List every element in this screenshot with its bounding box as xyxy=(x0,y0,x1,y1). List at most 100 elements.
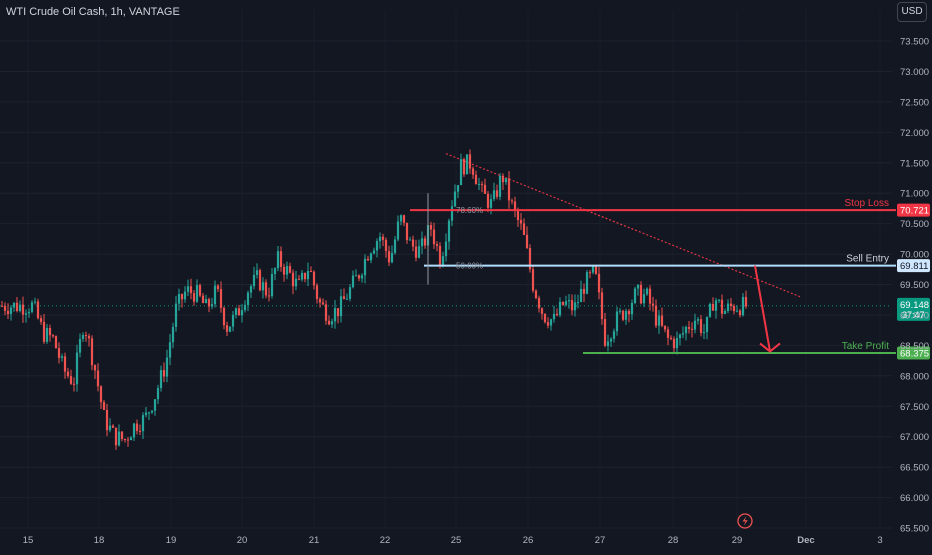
fib-label: 78.60% xyxy=(456,206,483,215)
candle-body xyxy=(684,327,688,334)
time-axis[interactable]: 15 18 19 20 21 22 25 26 27 28 29 Dec 3 xyxy=(23,535,883,546)
candle-body xyxy=(585,272,589,294)
candle-body xyxy=(189,286,193,294)
candle-body xyxy=(288,266,292,273)
candle-body xyxy=(276,251,280,269)
candle-body xyxy=(546,322,550,326)
level-price: 68.375 xyxy=(900,348,929,359)
candle-body xyxy=(294,278,298,287)
candle-body xyxy=(330,321,334,325)
candle-body xyxy=(78,338,82,353)
candle-body xyxy=(153,399,157,411)
candle-body xyxy=(249,286,253,293)
price-axis[interactable]: 73.500 73.000 72.500 72.000 71.500 71.000 70.5… xyxy=(900,37,929,535)
price-tick: 69.500 xyxy=(900,280,929,291)
lightning-icon[interactable] xyxy=(737,513,753,529)
currency-button[interactable]: USD xyxy=(897,2,927,22)
candle-body xyxy=(735,310,739,312)
candle-body xyxy=(204,299,208,304)
candle-body xyxy=(174,303,178,327)
level-label: Sell Entry xyxy=(846,254,889,265)
candle-body xyxy=(438,245,442,266)
candle-body xyxy=(69,376,73,384)
candle-body xyxy=(618,310,622,312)
candle-body xyxy=(402,215,406,223)
candle-body xyxy=(375,241,379,251)
price-tick: 70.000 xyxy=(900,250,929,261)
candle-body xyxy=(270,274,274,297)
candle-body xyxy=(645,288,649,295)
candle-body xyxy=(552,313,556,320)
candle-body xyxy=(369,253,373,261)
candle-body xyxy=(207,299,211,307)
candle-body xyxy=(150,410,154,413)
last-price-value: 69.148 xyxy=(900,300,929,311)
candle-body xyxy=(663,325,667,330)
time-tick: 3 xyxy=(877,535,882,546)
candle-body xyxy=(321,302,325,305)
candle-body xyxy=(201,295,205,304)
candle-body xyxy=(261,282,265,291)
level-label: Take Profit xyxy=(842,341,889,352)
candle-body xyxy=(237,308,241,316)
candle-body xyxy=(39,318,43,322)
candle-body xyxy=(600,292,604,320)
candle-body xyxy=(579,288,583,303)
level-price: 70.721 xyxy=(900,206,929,217)
time-tick: Dec xyxy=(797,535,814,546)
candle-body xyxy=(336,308,340,317)
time-tick: 15 xyxy=(23,535,34,546)
candle-body xyxy=(129,437,133,441)
candle-body xyxy=(588,272,592,274)
candle-body xyxy=(528,247,532,270)
candle-body xyxy=(459,159,463,186)
candle-body xyxy=(66,371,70,377)
candle-body xyxy=(72,383,76,385)
candle-body xyxy=(306,270,310,280)
candle-body xyxy=(51,335,55,337)
candle-body xyxy=(432,229,436,245)
time-tick: 28 xyxy=(668,535,679,546)
candle-body xyxy=(171,326,175,343)
candle-body xyxy=(198,285,202,296)
candle-body xyxy=(435,244,439,246)
candle-body xyxy=(480,183,484,185)
candle-body xyxy=(165,357,169,377)
candle-body xyxy=(219,289,223,308)
grid xyxy=(0,10,892,529)
time-tick: 22 xyxy=(380,535,391,546)
candle-body xyxy=(138,430,142,432)
candle-body xyxy=(351,275,355,288)
fib-label: 50.00% xyxy=(456,262,483,271)
candle-body xyxy=(651,303,655,306)
candle-body xyxy=(477,183,481,185)
trade-levels: Stop Loss 70.721 Sell Entry 69.811 Take Prof… xyxy=(410,193,930,360)
candle-body xyxy=(159,370,163,389)
candle-body xyxy=(405,222,409,241)
candle-body xyxy=(381,236,385,240)
candle-body xyxy=(462,159,466,175)
time-tick: 27 xyxy=(595,535,606,546)
candle-body xyxy=(648,288,652,304)
candle-body xyxy=(393,239,397,253)
candle-body xyxy=(15,302,19,311)
candle-body xyxy=(240,310,244,316)
candle-body xyxy=(363,258,367,276)
time-tick: 26 xyxy=(523,535,534,546)
price-tick: 68.000 xyxy=(900,371,929,382)
level-price-tag xyxy=(897,346,930,360)
candle-body xyxy=(573,302,577,311)
candle-body xyxy=(555,313,559,316)
candle-body xyxy=(594,266,598,274)
candle-body xyxy=(114,427,118,446)
replay-button[interactable] xyxy=(737,513,753,529)
candle-body xyxy=(93,365,97,371)
candle-body xyxy=(183,291,187,300)
candle-body xyxy=(309,270,313,272)
candle-body xyxy=(603,319,607,346)
candle-body xyxy=(96,370,100,387)
price-tick: 71.000 xyxy=(900,189,929,200)
candle-body xyxy=(468,154,472,169)
